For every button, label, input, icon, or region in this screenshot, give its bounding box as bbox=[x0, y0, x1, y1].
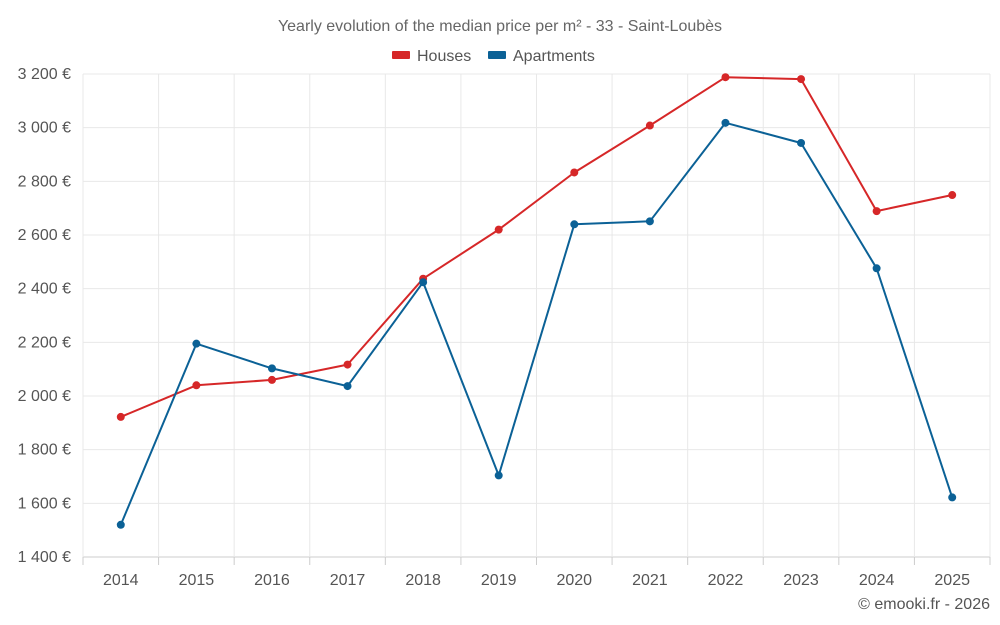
x-tick-label: 2015 bbox=[179, 572, 215, 589]
series bbox=[116, 73, 957, 529]
data-point-houses bbox=[494, 225, 503, 234]
data-point-houses bbox=[948, 191, 957, 200]
x-tick-label: 2018 bbox=[405, 572, 441, 589]
data-point-apartments bbox=[494, 471, 503, 480]
x-tick-label: 2021 bbox=[632, 572, 668, 589]
y-tick-label: 3 000 € bbox=[18, 120, 71, 137]
data-point-houses bbox=[645, 121, 654, 130]
series-line-houses bbox=[120, 76, 953, 418]
x-tick-label: 2014 bbox=[103, 572, 139, 589]
y-tick-label: 2 200 € bbox=[18, 334, 71, 351]
data-point-apartments bbox=[872, 264, 881, 273]
data-point-houses bbox=[570, 168, 579, 177]
y-axis: 1 400 € 1 600 € 1 800 € 2 000 € 2 200 € 2 400… bbox=[18, 66, 71, 566]
y-tick-label: 3 200 € bbox=[18, 66, 71, 83]
y-tick-label: 1 400 € bbox=[18, 549, 71, 566]
data-point-apartments bbox=[948, 493, 957, 502]
data-point-houses bbox=[116, 412, 125, 421]
x-tick-label: 2019 bbox=[481, 572, 517, 589]
y-tick-label: 2 400 € bbox=[18, 281, 71, 298]
legend-label-apartments: Apartments bbox=[513, 48, 595, 65]
data-point-houses bbox=[343, 360, 352, 369]
y-tick-label: 2 000 € bbox=[18, 388, 71, 405]
credit-text: © emooki.fr - 2026 bbox=[858, 596, 990, 613]
x-tick-label: 2025 bbox=[934, 572, 970, 589]
data-point-apartments bbox=[721, 118, 730, 127]
y-tick-label: 2 800 € bbox=[18, 173, 71, 190]
series-apartments bbox=[116, 118, 957, 529]
data-point-apartments bbox=[267, 364, 276, 373]
series-line-apartments bbox=[119, 121, 954, 526]
legend-swatch-apartments bbox=[488, 51, 506, 59]
chart-title: Yearly evolution of the median price per… bbox=[278, 18, 722, 35]
data-point-houses bbox=[192, 381, 201, 390]
x-tick-label: 2023 bbox=[783, 572, 819, 589]
y-tick-label: 2 600 € bbox=[18, 227, 71, 244]
data-point-apartments bbox=[570, 220, 579, 229]
x-tick-label: 2017 bbox=[330, 572, 366, 589]
legend: Houses Apartments bbox=[392, 48, 595, 65]
data-point-houses bbox=[797, 75, 806, 84]
y-tick-label: 1 600 € bbox=[18, 495, 71, 512]
grid bbox=[82, 73, 991, 565]
x-tick-label: 2016 bbox=[254, 572, 290, 589]
legend-label-houses: Houses bbox=[417, 48, 471, 65]
data-point-apartments bbox=[116, 520, 125, 529]
data-point-apartments bbox=[192, 339, 201, 348]
data-point-apartments bbox=[645, 217, 654, 226]
data-point-houses bbox=[267, 375, 276, 384]
legend-swatch-houses bbox=[392, 51, 410, 59]
data-point-apartments bbox=[797, 138, 806, 147]
data-point-apartments bbox=[343, 382, 352, 391]
data-point-apartments bbox=[419, 278, 428, 287]
x-axis: 2014 2015 2016 2017 2018 2019 2020 2021 2022 2023… bbox=[103, 572, 970, 589]
data-point-houses bbox=[872, 207, 881, 216]
y-tick-label: 1 800 € bbox=[18, 442, 71, 459]
data-point-houses bbox=[721, 73, 730, 82]
x-tick-label: 2024 bbox=[859, 572, 895, 589]
x-tick-label: 2022 bbox=[708, 572, 744, 589]
x-tick-label: 2020 bbox=[556, 572, 592, 589]
